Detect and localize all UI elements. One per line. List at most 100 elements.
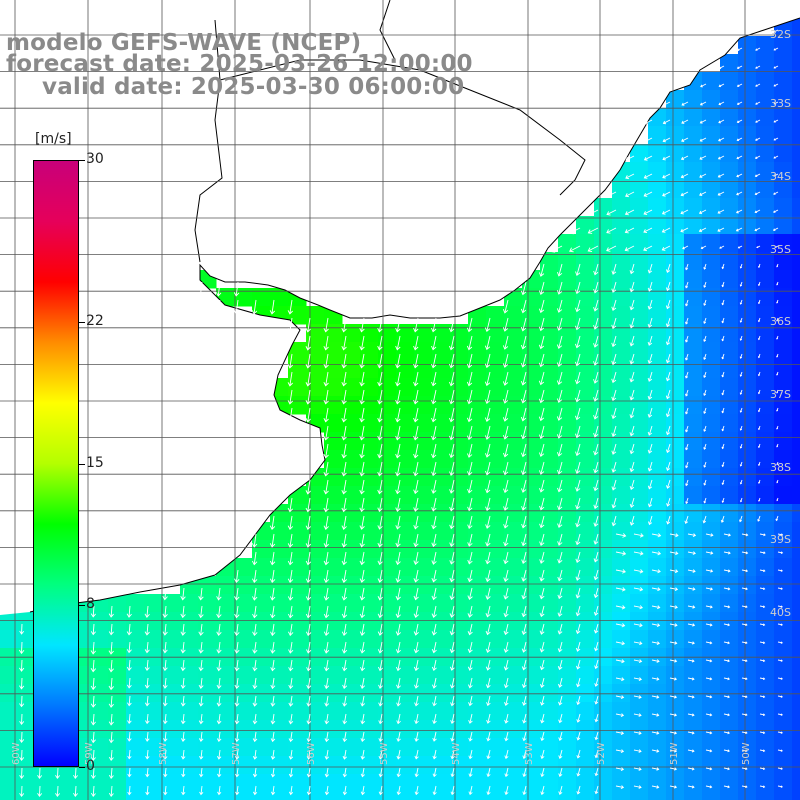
- field-cell: [684, 792, 703, 800]
- wind-arrow-head: [252, 773, 258, 778]
- field-cell: [342, 450, 361, 469]
- wind-arrow: [666, 317, 671, 327]
- wind-arrow: [218, 749, 221, 760]
- field-cell: [612, 252, 631, 271]
- wind-arrow-head: [217, 773, 222, 778]
- wind-arrow-head: [162, 613, 168, 619]
- field-cell: [90, 774, 109, 793]
- field-cell: [648, 342, 667, 361]
- wind-arrow: [379, 785, 383, 795]
- field-cell: [594, 684, 613, 703]
- wind-arrow-head: [163, 773, 168, 778]
- field-cell: [342, 324, 361, 343]
- field-cell: [684, 378, 703, 397]
- wind-arrow: [361, 731, 365, 742]
- wind-arrow-head: [127, 755, 132, 760]
- field-cell: [648, 504, 667, 523]
- wind-arrow: [540, 461, 545, 475]
- field-cell: [414, 612, 433, 631]
- field-cell: [396, 486, 415, 505]
- field-cell: [756, 792, 775, 800]
- wind-arrow: [271, 623, 275, 636]
- wind-arrow: [588, 245, 599, 252]
- field-cell: [504, 324, 523, 343]
- wind-arrow: [576, 515, 581, 527]
- wind-arrow: [630, 407, 635, 418]
- field-cell: [774, 702, 793, 721]
- wind-arrow-head: [199, 791, 204, 796]
- wind-arrow: [469, 677, 473, 688]
- field-cell: [666, 720, 685, 739]
- field-cell: [630, 792, 649, 800]
- wind-arrow-head: [323, 596, 330, 601]
- wind-arrow-head: [702, 520, 707, 524]
- field-cell: [540, 324, 559, 343]
- wind-arrow-head: [540, 755, 545, 760]
- field-cell: [792, 252, 800, 271]
- wind-arrow: [110, 605, 113, 617]
- wind-arrow-head: [323, 436, 329, 441]
- wind-arrow-head: [126, 666, 132, 671]
- wind-arrow: [236, 695, 239, 707]
- field-cell: [180, 594, 199, 613]
- wind-arrow: [523, 785, 527, 795]
- wind-arrow: [737, 119, 743, 123]
- wind-arrow: [415, 713, 419, 724]
- wind-arrow-head: [90, 721, 96, 726]
- field-cell: [792, 630, 800, 649]
- field-cell: [342, 774, 361, 793]
- wind-arrow-head: [270, 755, 276, 760]
- field-cell: [360, 630, 379, 649]
- field-cell: [342, 576, 361, 595]
- field-cell: [576, 576, 595, 595]
- field-cell: [702, 198, 721, 217]
- wind-arrow: [164, 713, 167, 724]
- wind-arrow-head: [755, 84, 758, 87]
- wind-arrow-head: [691, 731, 695, 735]
- wind-arrow-head: [691, 713, 695, 717]
- wind-arrow-head: [539, 612, 545, 618]
- wind-arrow: [594, 335, 599, 348]
- wind-arrow-head: [341, 381, 347, 387]
- field-cell: [162, 756, 181, 775]
- wind-arrow: [504, 371, 509, 386]
- wind-arrow-head: [324, 720, 330, 725]
- field-cell: [684, 252, 703, 271]
- wind-arrow: [703, 371, 707, 378]
- wind-arrow: [651, 677, 659, 680]
- wind-arrow-head: [467, 506, 473, 512]
- field-cell: [702, 216, 721, 235]
- wind-arrow: [741, 533, 748, 536]
- wind-arrow: [326, 785, 329, 795]
- wind-arrow-head: [685, 267, 689, 271]
- wind-arrow: [505, 749, 509, 759]
- field-cell: [630, 666, 649, 685]
- wind-arrow: [648, 443, 653, 454]
- field-cell: [612, 666, 631, 685]
- field-cell: [378, 486, 397, 505]
- wind-arrow: [182, 605, 185, 618]
- wind-arrow: [450, 407, 455, 422]
- wind-arrow: [576, 551, 581, 563]
- wind-arrow: [666, 335, 671, 345]
- wind-arrow-head: [503, 595, 509, 600]
- field-cell: [684, 756, 703, 775]
- wind-arrow-head: [773, 210, 776, 213]
- wind-arrow: [236, 731, 239, 742]
- wind-arrow-head: [776, 499, 779, 502]
- field-cell: [612, 288, 631, 307]
- wind-arrow: [705, 713, 712, 716]
- field-cell: [342, 378, 361, 397]
- field-cell: [612, 180, 631, 199]
- field-cell: [576, 414, 595, 433]
- wind-arrow: [606, 209, 617, 215]
- field-cell: [180, 702, 199, 721]
- field-cell: [432, 486, 451, 505]
- wind-arrow-head: [680, 192, 684, 197]
- wind-arrow-head: [90, 739, 96, 744]
- wind-arrow-head: [359, 471, 365, 477]
- wind-arrow: [612, 461, 617, 473]
- wind-arrow: [361, 461, 365, 476]
- field-cell: [576, 540, 595, 559]
- wind-arrow: [541, 677, 545, 688]
